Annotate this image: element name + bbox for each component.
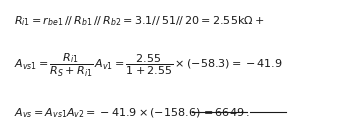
Text: $A_{vs} = A_{vs1}A_{v2} = -41.9\times(-158.6)\,{=}6649\,.$: $A_{vs} = A_{vs1}A_{v2} = -41.9\times(-1… [14,106,250,120]
Text: $A_{vs1} = \dfrac{R_{i1}}{R_S + R_{i1}}\,A_{v1} = \dfrac{2.55}{1+2.55}\times(-58: $A_{vs1} = \dfrac{R_{i1}}{R_S + R_{i1}}\… [14,51,283,79]
Text: $R_{i1} = r_{be1}\,//\,R_{b1}\,//\,R_{b2} = 3.1//\,51//\,20 = 2.55\mathrm{k\Omeg: $R_{i1} = r_{be1}\,//\,R_{b1}\,//\,R_{b2… [14,14,265,28]
